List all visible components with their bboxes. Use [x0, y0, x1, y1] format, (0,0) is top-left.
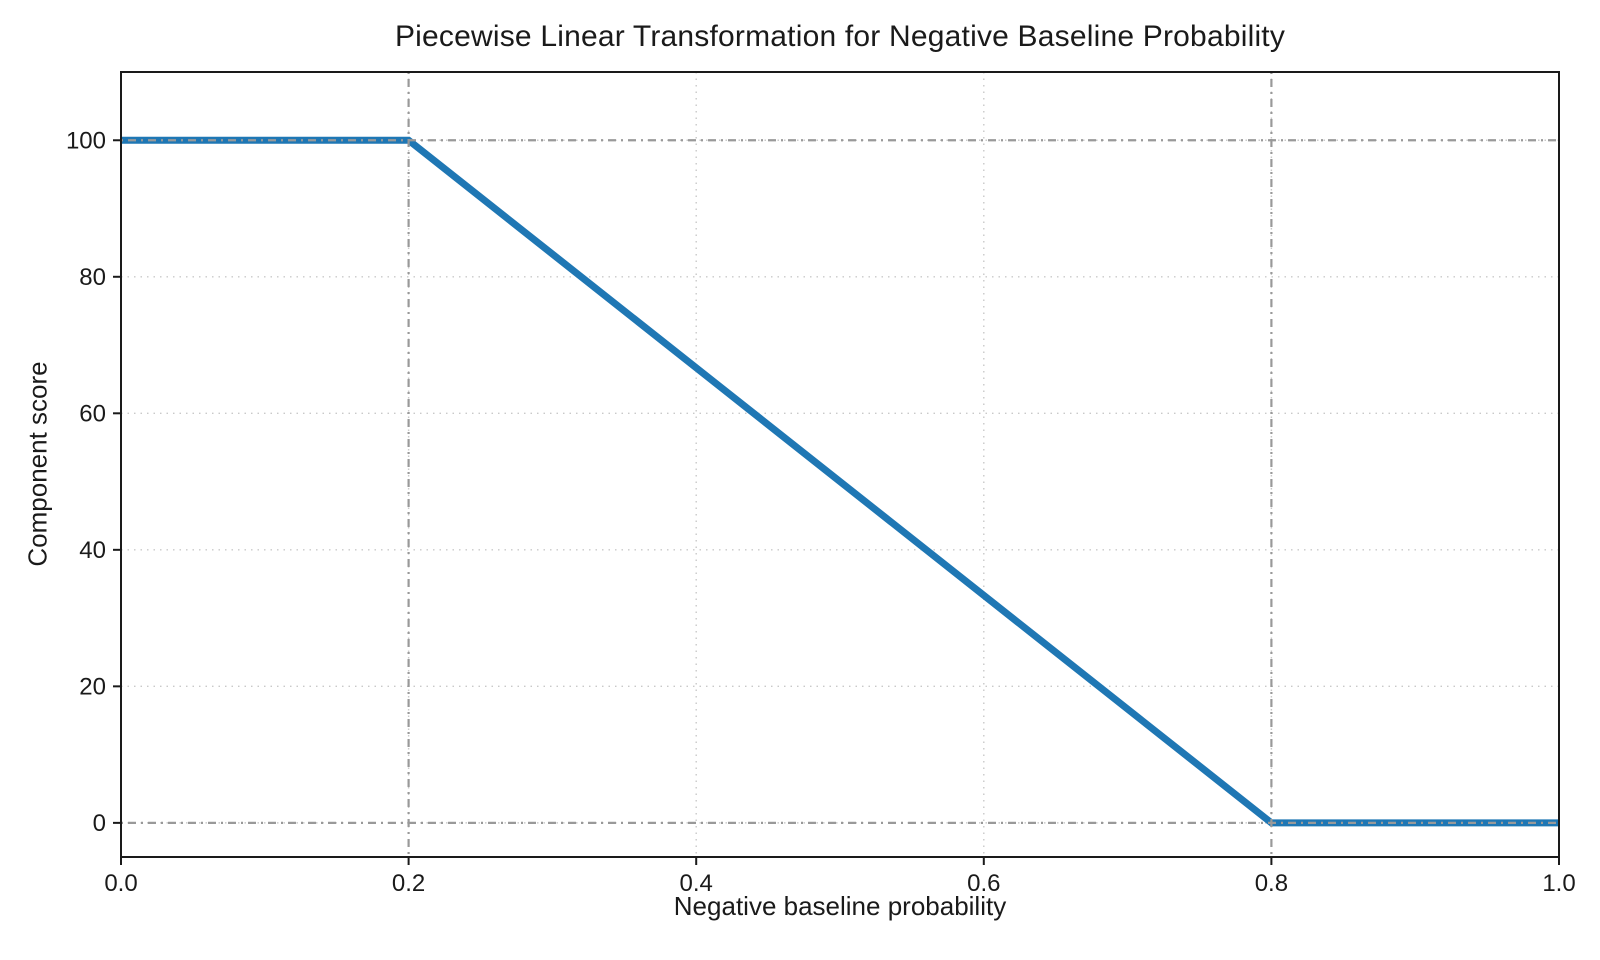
y-tick-label: 40	[79, 537, 106, 564]
chart-title: Piecewise Linear Transformation for Nega…	[394, 20, 1286, 53]
x-tick-label: 0.0	[104, 870, 137, 897]
x-tick-label: 0.2	[392, 870, 425, 897]
x-tick-label: 0.6	[967, 870, 1000, 897]
y-tick-label: 20	[79, 673, 106, 700]
x-axis-label: Negative baseline probability	[673, 891, 1007, 921]
y-axis-label: Component score	[22, 361, 53, 567]
x-tick-label: 1.0	[1542, 870, 1575, 897]
plot-border	[120, 71, 1560, 858]
y-tick-label: 80	[79, 264, 106, 291]
x-tick-label: 0.4	[680, 870, 713, 897]
y-tick-label: 100	[66, 127, 106, 154]
data-line	[121, 136, 1559, 827]
x-tick-label: 0.8	[1255, 870, 1288, 897]
y-tick-label: 0	[93, 810, 106, 837]
y-tick-label: 60	[79, 400, 106, 427]
